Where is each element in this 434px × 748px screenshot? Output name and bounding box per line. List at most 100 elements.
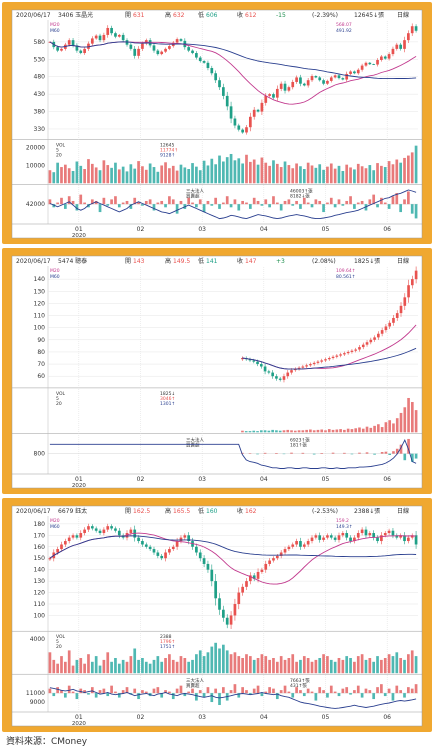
candle-body	[267, 371, 271, 373]
inst-tick-label: 9000	[30, 699, 45, 706]
candle-body	[349, 71, 352, 74]
volume-bar	[331, 429, 335, 433]
volume-bar	[364, 659, 368, 674]
volume-bar	[56, 663, 59, 674]
candle-body	[175, 39, 179, 43]
header-period: 日線	[397, 257, 409, 265]
inst-bar	[310, 204, 314, 208]
volume-bar	[278, 430, 282, 433]
header-high: 149.5	[173, 258, 190, 265]
volume-bar	[414, 656, 418, 674]
candle-body	[341, 533, 345, 536]
inst-bar	[283, 685, 287, 694]
volume-bar	[241, 430, 244, 433]
candle-body	[301, 366, 305, 368]
volume-bar	[164, 658, 167, 674]
candle-body	[364, 529, 368, 536]
x-tick-label: 02	[137, 714, 145, 721]
candle-body	[148, 546, 152, 550]
candle-body	[297, 367, 301, 369]
volume-bar	[380, 659, 383, 674]
inst-bar	[414, 684, 418, 694]
inst-bar	[171, 693, 175, 700]
inst-bar	[368, 690, 372, 694]
inst-bar	[206, 200, 210, 205]
candle-body	[326, 535, 329, 538]
inst-holding-line	[49, 189, 417, 220]
volume-bar	[395, 418, 399, 433]
inst-bar	[148, 199, 152, 205]
inst-bar	[407, 687, 410, 694]
inst-bar	[133, 197, 137, 205]
volume-bar	[71, 665, 75, 674]
volume-bar	[156, 171, 160, 184]
volume-bar	[267, 430, 271, 433]
x-tick-label: 04	[260, 476, 268, 483]
inst-bar	[407, 191, 410, 205]
inst-bar	[380, 684, 383, 694]
candle-body	[102, 529, 106, 534]
candle-body	[309, 364, 312, 366]
candle-body	[67, 40, 71, 45]
volume-bar	[326, 166, 329, 184]
volume-bar	[341, 659, 345, 674]
ma60-line	[49, 41, 417, 80]
inst-bar	[318, 200, 322, 205]
x-tick-label: 02	[137, 476, 145, 483]
candle-body	[345, 73, 349, 80]
inst-bar	[295, 687, 298, 694]
volume-bar	[383, 658, 387, 674]
candle-body	[310, 537, 314, 542]
volume-bar	[380, 427, 384, 433]
candle-body	[279, 83, 283, 89]
inst-bar	[214, 197, 218, 205]
y-tick-label: 140	[34, 276, 46, 283]
candle-body	[346, 351, 350, 354]
inst-bar	[87, 693, 90, 695]
inst-bar	[299, 690, 302, 694]
candle-body	[380, 56, 383, 61]
candle-body	[229, 615, 233, 625]
inst-bar	[341, 204, 345, 206]
vol-value: 2388	[160, 634, 172, 640]
inst-bars	[48, 684, 418, 706]
y-tick-label: 160	[34, 544, 46, 551]
header-period: 日線	[397, 507, 409, 515]
volume-bar	[411, 402, 414, 433]
volume-bar	[129, 656, 133, 674]
volume-bar	[259, 430, 263, 433]
inst-bar	[202, 693, 206, 698]
inst-bar	[364, 204, 368, 211]
inst-bar	[272, 688, 275, 694]
candle-body	[183, 535, 187, 538]
inst-bar	[179, 200, 183, 205]
volume-bar	[144, 661, 148, 674]
inst-bar	[329, 685, 333, 694]
volume-bar	[283, 659, 287, 674]
inst-bar	[275, 453, 278, 454]
volume-bar	[52, 659, 56, 674]
vol-tick-label: 10000	[26, 162, 45, 169]
candle-body	[320, 360, 324, 362]
volume-bar	[244, 431, 248, 433]
inst-bar	[206, 687, 210, 694]
candle-body	[260, 569, 264, 572]
inst-bar	[102, 688, 106, 694]
candle-body	[83, 48, 86, 54]
header-close: 147	[245, 258, 257, 265]
inst-bar	[290, 452, 293, 454]
inst-bar	[210, 204, 214, 206]
volume-bar	[333, 168, 337, 184]
inst-bar	[395, 685, 399, 694]
inst-bar	[368, 199, 372, 205]
inst-bar	[275, 202, 279, 205]
candle-body	[245, 127, 248, 133]
inst-bar	[63, 693, 67, 698]
volume-bar	[252, 159, 256, 184]
candle-body	[268, 94, 271, 96]
volume-bar	[144, 169, 148, 184]
volume-bar	[206, 652, 210, 674]
candle-body	[264, 563, 268, 570]
volume-bar	[195, 654, 198, 674]
inst-bar	[156, 202, 160, 205]
